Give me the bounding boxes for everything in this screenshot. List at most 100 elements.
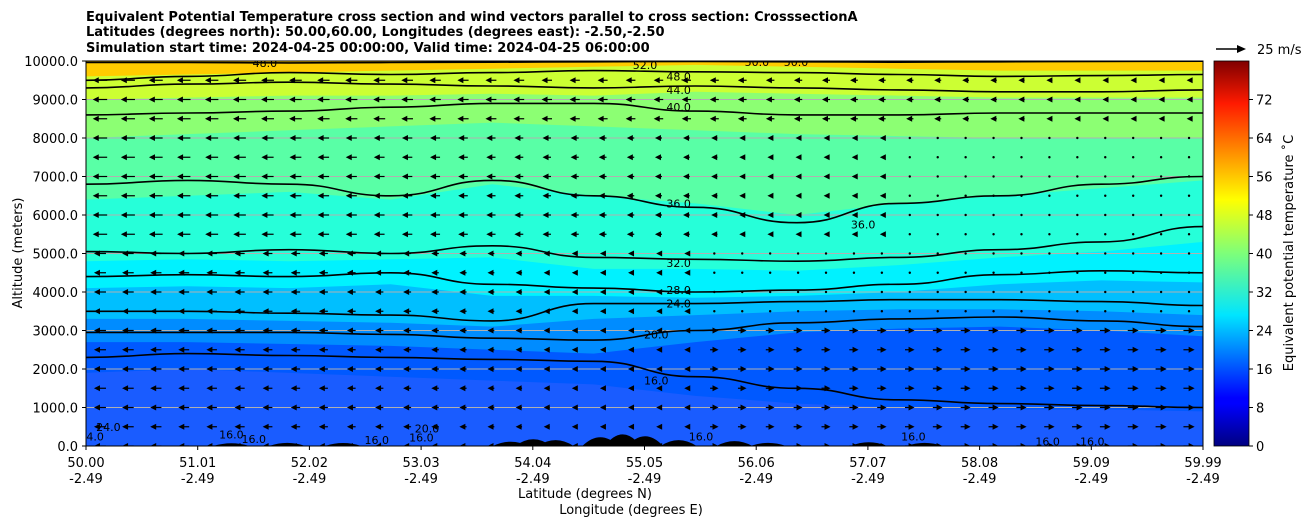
wind-vector [318, 308, 328, 315]
wind-vector [964, 136, 967, 140]
wind-vector [711, 231, 718, 238]
wind-vector [318, 269, 328, 276]
wind-vector [487, 327, 495, 334]
wind-vector [346, 250, 356, 257]
wind-vector [458, 154, 468, 161]
wind-vector [515, 404, 523, 411]
wind-vector [656, 327, 663, 334]
wind-vector [1155, 366, 1167, 372]
wind-vector [289, 192, 302, 199]
wind-vector [737, 115, 747, 122]
wind-vector [1044, 366, 1055, 372]
wind-vector [375, 443, 384, 446]
wind-vector [879, 173, 886, 180]
wind-vector [459, 327, 467, 334]
colorbar-tick-label: 64 [1256, 132, 1273, 147]
wind-vector [821, 346, 831, 353]
wind-vector [964, 213, 967, 217]
wind-vector [150, 404, 162, 411]
wind-vector [150, 366, 162, 372]
wind-vector [346, 269, 356, 276]
wind-vector [1127, 443, 1139, 446]
wind-vector [92, 115, 108, 122]
wind-vector [598, 135, 607, 141]
wind-vector [1076, 136, 1079, 140]
wind-vector [992, 233, 995, 236]
wind-vector [683, 154, 690, 161]
wind-vector [1099, 385, 1111, 392]
wind-vector [317, 231, 330, 238]
wind-vector [1099, 327, 1111, 334]
x-tick-label-lon: -2.49 [1074, 472, 1108, 487]
wind-vector [571, 250, 578, 257]
wind-vector [458, 231, 468, 238]
wind-vector [431, 308, 439, 315]
wind-vector [878, 77, 886, 84]
wind-vector [1072, 404, 1083, 411]
wind-vector [1186, 77, 1193, 84]
x-axis-label-lon: Longitude (degrees E) [559, 503, 703, 518]
wind-vector [176, 96, 191, 103]
wind-vector [599, 289, 606, 295]
wind-vector [741, 310, 744, 313]
wind-vector [542, 212, 552, 218]
wind-vector [403, 289, 412, 295]
wind-vector [570, 212, 579, 218]
wind-vector [1048, 271, 1051, 274]
wind-vector [262, 327, 273, 334]
contour-label: 44.0 [666, 84, 691, 97]
wind-vector [936, 136, 939, 140]
wind-vector [684, 404, 691, 411]
colorbar-tick-label: 56 [1256, 171, 1273, 186]
wind-vector [710, 327, 719, 334]
wind-vector [877, 366, 887, 372]
wind-vector [403, 346, 412, 353]
wind-vector [628, 404, 635, 411]
wind-vector [597, 115, 608, 122]
wind-vector [628, 346, 635, 353]
wind-vector [375, 404, 384, 411]
wind-vector [737, 77, 747, 84]
colorbar-tick-label: 40 [1256, 248, 1273, 263]
wind-vector [767, 192, 774, 199]
wind-vector [599, 385, 606, 392]
wind-vector [570, 231, 579, 238]
y-tick-label: 4000.0 [33, 286, 79, 301]
contour-label: 16.0 [409, 432, 434, 445]
wind-vector [1104, 310, 1107, 313]
wind-vector [739, 212, 746, 218]
wind-vector [120, 115, 135, 122]
wind-vector [486, 212, 496, 218]
contour-label: 28.0 [666, 284, 691, 297]
wind-vector [962, 96, 970, 103]
wind-vector [120, 77, 135, 84]
wind-vector [373, 96, 386, 103]
wind-vector [879, 231, 886, 238]
wind-vector [1155, 443, 1167, 446]
wind-vector [628, 385, 635, 392]
wind-vector [234, 346, 245, 353]
wind-vector [346, 404, 356, 411]
wind-vector [1131, 136, 1135, 140]
wind-vector [823, 154, 830, 161]
wind-vector [962, 77, 970, 84]
terrain-peak [537, 440, 574, 446]
wind-vector [1076, 194, 1079, 197]
wind-vector [992, 213, 995, 217]
wind-vector [932, 346, 943, 353]
wind-vector [1104, 156, 1107, 159]
wind-vector [486, 231, 496, 238]
wind-vector [430, 173, 441, 180]
colorbar-label: Equivalent potential temperature ˚C [1281, 135, 1297, 371]
wind-vector [541, 96, 552, 103]
wind-vector [375, 366, 384, 372]
wind-vector [403, 269, 412, 276]
wind-vector [737, 443, 747, 446]
wind-vector [795, 192, 802, 199]
wind-vector [737, 385, 747, 392]
wind-vector [262, 346, 273, 353]
wind-vector [1020, 233, 1023, 236]
wind-vector [122, 327, 134, 334]
colorbar-frame [1213, 60, 1250, 447]
wind-vector [543, 327, 550, 334]
